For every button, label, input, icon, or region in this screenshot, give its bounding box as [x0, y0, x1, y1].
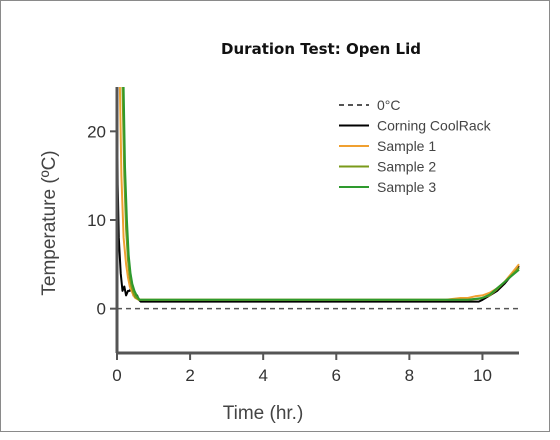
legend: 0°C Corning CoolRack Sample 1 Sample 2 Sampl…: [339, 97, 492, 195]
x-tick-label: 4: [258, 366, 267, 385]
y-tick-label: 10: [87, 211, 106, 230]
x-axis-title: Time (hr.): [223, 403, 304, 424]
plot-area: 0 2 4 6 8 10 0 10 20: [87, 87, 520, 385]
x-tick-label: 2: [185, 366, 194, 385]
series-line-sample-3: [122, 87, 520, 301]
x-tick-label: 6: [332, 366, 341, 385]
legend-label: Corning CoolRack: [377, 118, 492, 134]
x-tick-label: 0: [112, 366, 121, 385]
legend-label: 0°C: [377, 97, 401, 113]
y-tick-label: 0: [97, 300, 106, 319]
x-tick-label: 8: [405, 366, 414, 385]
chart-svg: Duration Test: Open Lid 0 2 4 6 8 10 0 10 20 Tim…: [39, 40, 520, 424]
x-tick-label: 10: [473, 366, 492, 385]
y-tick-label: 20: [87, 122, 106, 141]
legend-label: Sample 1: [377, 138, 436, 154]
chart-frame: Duration Test: Open Lid 0 2 4 6 8 10 0 10 20 Tim…: [0, 0, 550, 432]
legend-label: Sample 2: [377, 159, 436, 175]
chart-title: Duration Test: Open Lid: [221, 40, 421, 58]
legend-label: Sample 3: [377, 179, 436, 195]
y-axis-title: Temperature (ºC): [39, 150, 60, 295]
